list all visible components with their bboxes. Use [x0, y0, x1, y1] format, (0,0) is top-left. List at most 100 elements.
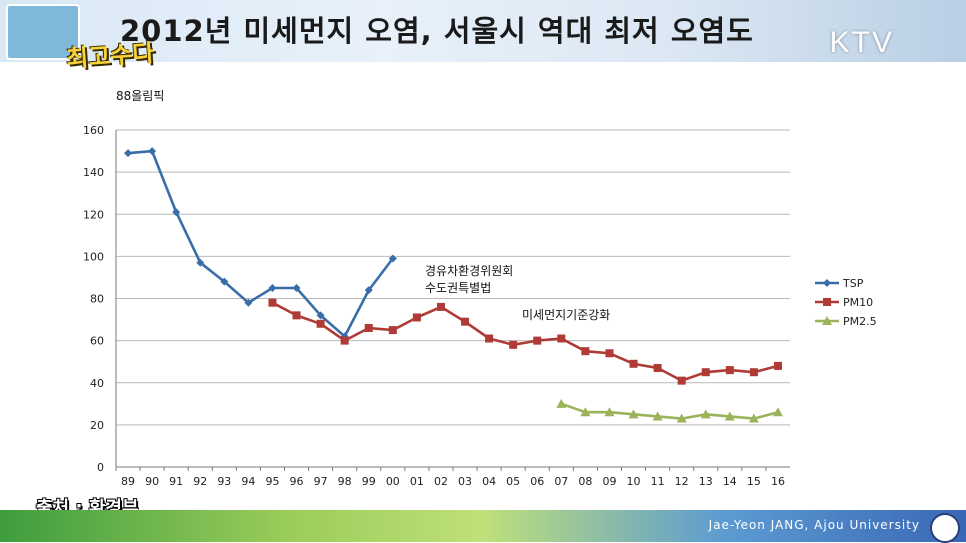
point-pm10-99 [364, 323, 373, 332]
point-pm10-02 [436, 302, 445, 311]
y-tick-label-140: 140 [83, 166, 104, 179]
x-tick-label-89: 89 [121, 475, 135, 488]
point-tsp-91 [172, 208, 181, 217]
x-tick-label-98: 98 [338, 475, 352, 488]
point-pm25-14 [724, 411, 735, 421]
point-pm10-09 [605, 349, 614, 358]
point-pm10-95 [268, 298, 277, 307]
point-pm10-10 [629, 359, 638, 368]
x-tick-label-97: 97 [314, 475, 328, 488]
y-tick-labels: 0 20 40 60 80 100 120 140 160 [83, 124, 104, 474]
point-tsp-92 [196, 258, 205, 267]
point-tsp-95 [268, 283, 277, 292]
annotation-3: 미세먼지기준강화 [522, 308, 610, 322]
point-pm25-08 [580, 407, 591, 417]
point-tsp-93 [220, 277, 229, 286]
y-tick-label-80: 80 [90, 293, 104, 306]
program-logo-icon [6, 4, 80, 60]
point-pm10-07 [557, 334, 566, 343]
x-tick-label-02: 02 [434, 475, 448, 488]
point-pm10-11 [653, 364, 662, 373]
point-tsp-90 [148, 147, 157, 156]
point-tsp-89 [124, 149, 133, 158]
point-tsp-00 [388, 254, 397, 263]
point-pm10-05 [509, 340, 518, 349]
point-pm10-03 [461, 317, 470, 326]
slide-title: 2012년 미세먼지 오염, 서울시 역대 최저 오염도 [120, 14, 754, 48]
point-pm25-11 [652, 411, 663, 421]
point-pm10-14 [725, 366, 734, 375]
point-pm25-07 [556, 398, 567, 408]
legend-marker-pm10 [823, 298, 831, 306]
university-seal-icon [930, 513, 960, 543]
annotation-2: 수도권특별법 [425, 281, 491, 295]
x-tick-label-91: 91 [169, 475, 183, 488]
y-tick-label-40: 40 [90, 377, 104, 390]
point-pm25-12 [676, 413, 687, 423]
x-tick-label-09: 09 [602, 475, 616, 488]
point-pm25-16 [772, 407, 783, 417]
y-tick-label-160: 160 [83, 124, 104, 137]
point-pm25-13 [700, 409, 711, 419]
point-pm10-97 [316, 319, 325, 328]
legend-label-tsp: TSP [842, 277, 864, 290]
footer-credit: Jae-Yeon JANG, Ajou University [708, 518, 920, 532]
annotation-0: 88올림픽 [116, 89, 164, 103]
x-tick-label-90: 90 [145, 475, 159, 488]
x-tick-label-04: 04 [482, 475, 496, 488]
x-tick-label-14: 14 [723, 475, 737, 488]
y-tick-label-20: 20 [90, 419, 104, 432]
point-tsp-94 [244, 298, 253, 307]
point-pm10-00 [388, 326, 397, 335]
point-tsp-97 [316, 311, 325, 320]
series-line-pm10 [271, 301, 779, 382]
series-markers [124, 147, 783, 423]
x-tick-label-94: 94 [241, 475, 255, 488]
x-tick-label-05: 05 [506, 475, 520, 488]
x-tick-label-95: 95 [265, 475, 279, 488]
point-pm25-10 [628, 409, 639, 419]
x-tick-labels: 89 90 91 92 93 94 95 96 97 98 99 00 01 02 03 04 05 06 07 08… [121, 475, 785, 488]
point-pm10-12 [677, 376, 686, 385]
chart-gridlines [116, 129, 790, 426]
y-tick-label-120: 120 [83, 208, 104, 221]
x-tick-label-92: 92 [193, 475, 207, 488]
point-pm10-98 [340, 336, 349, 345]
slide-header: 최고수다 2012년 미세먼지 오염, 서울시 역대 최저 오염도 KTV [0, 0, 966, 73]
point-pm10-15 [749, 368, 758, 377]
x-tick-label-15: 15 [747, 475, 761, 488]
y-tick-label-0: 0 [97, 461, 104, 474]
slide-footer: Jae-Yeon JANG, Ajou University [0, 510, 966, 543]
x-tick-label-06: 06 [530, 475, 544, 488]
y-tick-label-60: 60 [90, 335, 104, 348]
point-pm10-06 [533, 336, 542, 345]
series-line-tsp [127, 149, 394, 338]
x-tick-label-12: 12 [675, 475, 689, 488]
legend-label-pm25: PM2.5 [843, 315, 877, 328]
x-tick-label-13: 13 [699, 475, 713, 488]
x-tick-label-96: 96 [290, 475, 304, 488]
broadcaster-watermark: KTV [829, 26, 894, 59]
legend-label-pm10: PM10 [843, 296, 873, 309]
chart-legend: TSP PM10 PM2.5 [815, 277, 877, 328]
point-pm25-15 [748, 413, 759, 423]
series-line-pm25 [560, 402, 779, 420]
point-pm10-16 [773, 361, 782, 370]
y-tick-label-100: 100 [83, 250, 104, 263]
legend-marker-pm25 [822, 316, 832, 325]
x-tick-label-03: 03 [458, 475, 472, 488]
x-tick-label-00: 00 [386, 475, 400, 488]
point-pm10-01 [412, 313, 421, 322]
point-pm10-08 [581, 347, 590, 356]
x-tick-label-16: 16 [771, 475, 785, 488]
x-tick-label-11: 11 [651, 475, 665, 488]
x-tick-label-10: 10 [627, 475, 641, 488]
annotation-1: 경유차환경위원회 [425, 264, 513, 278]
x-tick-label-01: 01 [410, 475, 424, 488]
series-lines [127, 149, 779, 420]
x-tick-label-08: 08 [578, 475, 592, 488]
point-tsp-99 [364, 286, 373, 295]
x-tick-label-99: 99 [362, 475, 376, 488]
